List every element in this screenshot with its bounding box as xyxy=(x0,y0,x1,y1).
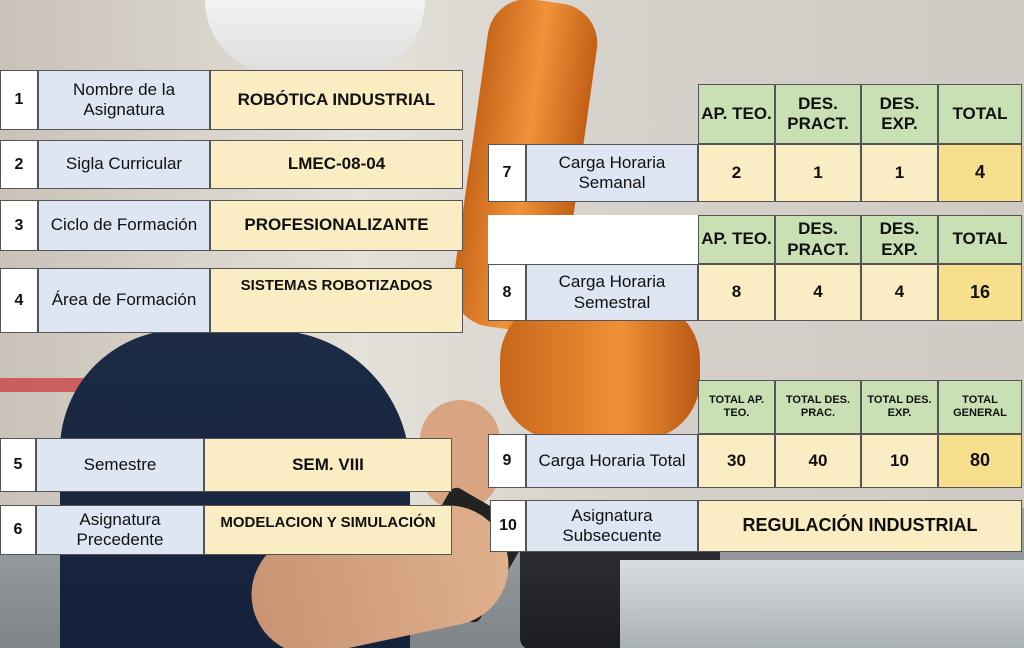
row-number: 2 xyxy=(0,140,38,189)
row-number: 8 xyxy=(488,264,526,321)
value-des-exp: 1 xyxy=(861,144,938,202)
header-total-des-exp: TOTAL DES. EXP. xyxy=(861,380,938,434)
row-label: Asignatura Subsecuente xyxy=(526,500,698,552)
row-label: Carga Horaria Semestral xyxy=(526,264,698,321)
header-des-pract: DES. PRACT. xyxy=(775,215,861,264)
total-load-header: TOTAL AP. TEO. TOTAL DES. PRAC. TOTAL DE… xyxy=(698,380,1022,434)
value-ap-teo: 2 xyxy=(698,144,775,202)
row-value: LMEC-08-04 xyxy=(210,140,463,189)
header-des-pract: DES. PRACT. xyxy=(775,84,861,144)
row-number: 6 xyxy=(0,505,36,555)
row-preceding-subject: 6 Asignatura Precedente MODELACION Y SIM… xyxy=(0,505,452,555)
header-total: TOTAL xyxy=(938,84,1022,144)
row-subsequent-subject: 10 Asignatura Subsecuente REGULACIÓN IND… xyxy=(490,500,1022,552)
header-des-exp: DES. EXP. xyxy=(861,215,938,264)
row-label: Nombre de la Asignatura xyxy=(38,70,210,130)
safety-helmet xyxy=(205,0,425,75)
row-number: 9 xyxy=(488,434,526,488)
value-total: 4 xyxy=(938,144,1022,202)
value-des-pract: 1 xyxy=(775,144,861,202)
header-total-des-prac: TOTAL DES. PRAC. xyxy=(775,380,861,434)
header-ap-teo: AP. TEO. xyxy=(698,215,775,264)
header-des-exp: DES. EXP. xyxy=(861,84,938,144)
row-number: 10 xyxy=(490,500,526,552)
row-label: Área de Formación xyxy=(38,268,210,333)
row-number: 3 xyxy=(0,200,38,251)
weekly-load-header: AP. TEO. DES. PRACT. DES. EXP. TOTAL xyxy=(698,84,1022,144)
value-total-des-exp: 10 xyxy=(861,434,938,488)
row-value: SISTEMAS ROBOTIZADOS xyxy=(210,268,463,333)
row-label: Carga Horaria Total xyxy=(526,434,698,488)
header-total-general: TOTAL GENERAL xyxy=(938,380,1022,434)
row-value: PROFESIONALIZANTE xyxy=(210,200,463,251)
value-total-general: 80 xyxy=(938,434,1022,488)
value-des-pract: 4 xyxy=(775,264,861,321)
row-semester-load: 8 Carga Horaria Semestral 8 4 4 16 xyxy=(488,264,1022,321)
row-subject-name: 1 Nombre de la Asignatura ROBÓTICA INDUS… xyxy=(0,70,463,130)
row-weekly-load: 7 Carga Horaria Semanal 2 1 1 4 xyxy=(488,144,1022,202)
row-label: Asignatura Precedente xyxy=(36,505,204,555)
row-label: Carga Horaria Semanal xyxy=(526,144,698,202)
row-number: 7 xyxy=(488,144,526,202)
robot-arm-lower xyxy=(500,300,700,440)
row-label: Sigla Curricular xyxy=(38,140,210,189)
value-total-des-prac: 40 xyxy=(775,434,861,488)
value-des-exp: 4 xyxy=(861,264,938,321)
value-ap-teo: 8 xyxy=(698,264,775,321)
header-spacer xyxy=(488,215,698,264)
row-number: 5 xyxy=(0,438,36,492)
value-total-ap-teo: 30 xyxy=(698,434,775,488)
row-number: 1 xyxy=(0,70,38,130)
row-semester: 5 Semestre SEM. VIII xyxy=(0,438,452,492)
row-label: Ciclo de Formación xyxy=(38,200,210,251)
row-total-load: 9 Carga Horaria Total 30 40 10 80 xyxy=(488,434,1022,488)
header-total: TOTAL xyxy=(938,215,1022,264)
row-label: Semestre xyxy=(36,438,204,492)
row-training-cycle: 3 Ciclo de Formación PROFESIONALIZANTE xyxy=(0,200,463,251)
metal-rail xyxy=(620,560,1024,648)
row-curricular-code: 2 Sigla Curricular LMEC-08-04 xyxy=(0,140,463,189)
header-ap-teo: AP. TEO. xyxy=(698,84,775,144)
row-value: ROBÓTICA INDUSTRIAL xyxy=(210,70,463,130)
row-number: 4 xyxy=(0,268,38,333)
row-value: MODELACION Y SIMULACIÓN xyxy=(204,505,452,555)
value-total: 16 xyxy=(938,264,1022,321)
semester-load-header: AP. TEO. DES. PRACT. DES. EXP. TOTAL xyxy=(488,215,1022,264)
header-total-ap-teo: TOTAL AP. TEO. xyxy=(698,380,775,434)
row-value: SEM. VIII xyxy=(204,438,452,492)
row-training-area: 4 Área de Formación SISTEMAS ROBOTIZADOS xyxy=(0,268,463,333)
row-value: REGULACIÓN INDUSTRIAL xyxy=(698,500,1022,552)
